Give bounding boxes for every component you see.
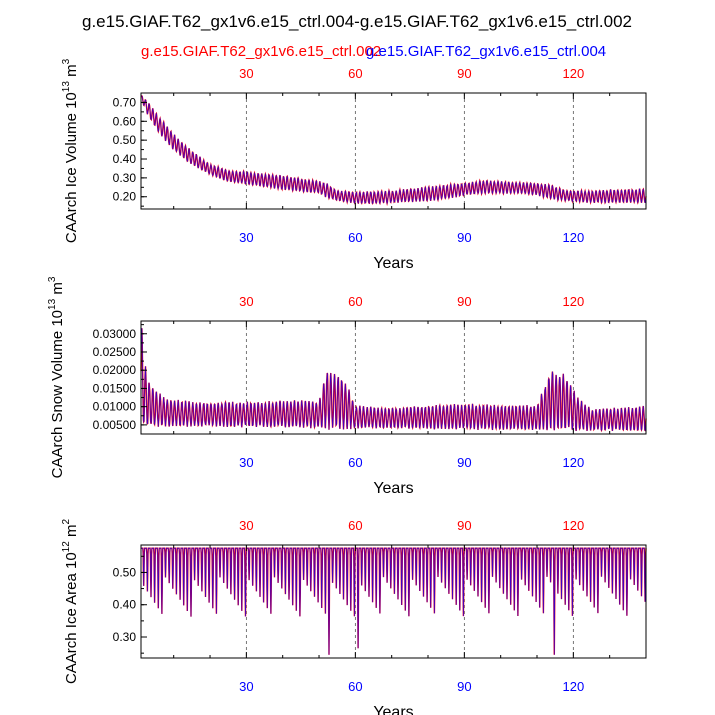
xtick-label-bottom: 60 [348, 455, 362, 470]
series-line-ctrl004 [141, 547, 647, 655]
y-axis-title: CAArch Ice Volume 1013 m3 [61, 58, 80, 243]
ytick-label: 0.20 [113, 190, 137, 204]
ytick-label: 0.30 [113, 630, 137, 644]
ytick-label: 0.60 [113, 114, 137, 128]
panel-1: 0.20 0.30 0.40 0.50 0.60 0.70 30 30 60 60 90 90 120 1… [61, 58, 647, 272]
x-axis-title: Years [373, 255, 413, 272]
xtick-label-top: 90 [457, 518, 471, 533]
figure-title: g.e15.GIAF.T62_gx1v6.e15_ctrl.004-g.e15.… [82, 12, 632, 31]
xtick-label-bottom: 30 [239, 679, 253, 694]
xtick-label-top: 30 [239, 294, 253, 309]
y-axis-title: CAArch Ice Area 1012 m2 [61, 519, 80, 685]
xtick-label-top: 60 [348, 518, 362, 533]
panel-2: 0.00500 0.01000 0.01500 0.02000 0.02500 0.030… [47, 276, 647, 497]
xtick-label-bottom: 90 [457, 679, 471, 694]
xtick-label-bottom: 120 [562, 455, 584, 470]
xtick-label-top: 90 [457, 66, 471, 81]
ytick-label: 0.40 [113, 598, 137, 612]
xtick-label-bottom: 90 [457, 230, 471, 245]
series-line-ctrl002 [140, 95, 647, 207]
xtick-label-top: 120 [562, 66, 584, 81]
ytick-label: 0.40 [113, 152, 137, 166]
legend-series-red: g.e15.GIAF.T62_gx1v6.e15_ctrl.002 [141, 43, 381, 60]
ytick-label: 0.02000 [93, 363, 137, 377]
ytick-label: 0.02500 [93, 345, 137, 359]
ytick-label: 0.01000 [93, 400, 137, 414]
xtick-label-bottom: 30 [239, 455, 253, 470]
ytick-label: 0.03000 [93, 327, 137, 341]
ytick-label: 0.70 [113, 95, 137, 109]
xtick-label-bottom: 90 [457, 455, 471, 470]
ytick-label: 0.50 [113, 565, 137, 579]
ytick-label: 0.00500 [93, 418, 137, 432]
series-line-ctrl004 [140, 95, 647, 205]
legend-series-blue: g.e15.GIAF.T62_gx1v6.e15_ctrl.004 [366, 43, 606, 60]
ytick-label: 0.30 [113, 171, 137, 185]
x-axis-title: Years [373, 480, 413, 497]
xtick-label-top: 90 [457, 294, 471, 309]
xtick-label-bottom: 60 [348, 230, 362, 245]
xtick-label-top: 120 [562, 294, 584, 309]
xtick-label-bottom: 120 [562, 679, 584, 694]
xtick-label-top: 30 [239, 518, 253, 533]
y-axis-title: CAArch Snow Volume 1013 m3 [47, 276, 66, 478]
xtick-label-top: 60 [348, 66, 362, 81]
xtick-label-top: 60 [348, 294, 362, 309]
xtick-label-bottom: 120 [562, 230, 584, 245]
xtick-label-top: 30 [239, 66, 253, 81]
plot-frame [140, 320, 647, 435]
xtick-label-bottom: 30 [239, 230, 253, 245]
ytick-label: 0.50 [113, 133, 137, 147]
ytick-label: 0.01500 [93, 381, 137, 395]
xtick-label-bottom: 60 [348, 679, 362, 694]
plot-frame [140, 92, 647, 210]
series-line-ctrl004 [140, 328, 647, 432]
plot-frame [140, 544, 647, 659]
xtick-label-top: 120 [562, 518, 584, 533]
x-axis-title: Years [373, 704, 413, 715]
panel-3: 0.30 0.40 0.50 30 30 60 60 90 90 120 120 Years CAArc… [61, 518, 647, 715]
